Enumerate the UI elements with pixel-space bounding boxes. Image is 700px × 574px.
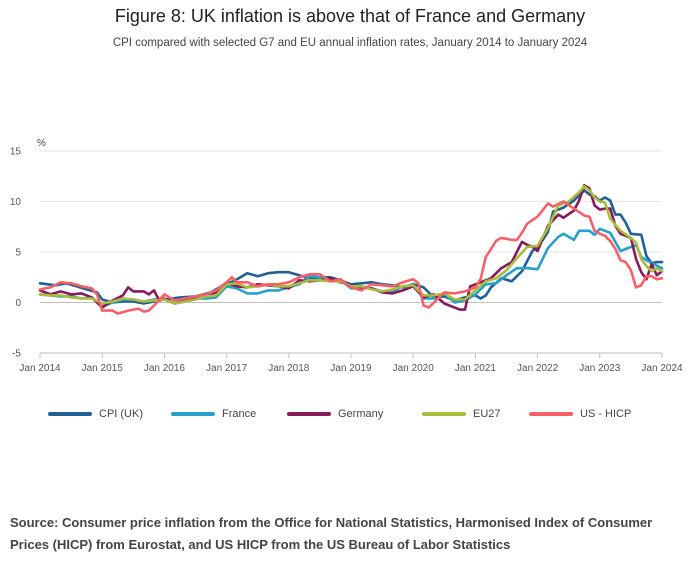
series-line-france <box>38 227 664 308</box>
x-axis: Jan 2014 Jan 2015 Jan 2016 Jan 2017 Jan 2018… <box>19 352 683 374</box>
legend-item-france[interactable]: France <box>171 408 256 420</box>
chart-legend: CPI (UK) France Germany EU27 US - HICP <box>40 408 680 428</box>
legend-label: US - HICP <box>580 408 632 420</box>
series-line-germany <box>38 184 664 311</box>
x-tick-label: Jan 2018 <box>268 363 310 374</box>
x-tick-label: Jan 2024 <box>641 363 683 374</box>
y-axis-unit-label: % <box>37 138 46 149</box>
legend-item-cpi-uk[interactable]: CPI (UK) <box>48 408 143 420</box>
chart-grid <box>40 150 662 354</box>
x-tick-label: Jan 2016 <box>144 363 186 374</box>
legend-swatch <box>171 412 215 416</box>
legend-label: EU27 <box>473 408 501 420</box>
y-tick-label: 5 <box>15 248 21 259</box>
x-tick-label: Jan 2022 <box>517 363 559 374</box>
legend-item-us-hicp[interactable]: US - HICP <box>529 408 631 420</box>
y-tick-label: 10 <box>10 197 22 208</box>
y-tick-label: -5 <box>12 349 21 360</box>
legend-swatch <box>529 412 573 416</box>
x-tick-label: Jan 2014 <box>19 363 61 374</box>
series-line-us-hicp <box>38 200 664 315</box>
legend-label: Germany <box>338 408 384 420</box>
y-tick-label: 0 <box>15 298 21 309</box>
series-lines <box>38 184 664 315</box>
legend-label: CPI (UK) <box>99 408 143 420</box>
source-note: Source: Consumer price inflation from th… <box>10 515 653 552</box>
chart-subtitle: CPI compared with selected G7 and EU ann… <box>112 37 588 49</box>
x-tick-label: Jan 2017 <box>206 363 248 374</box>
legend-item-eu27[interactable]: EU27 <box>422 408 501 420</box>
legend-swatch <box>48 412 92 416</box>
x-tick-label: Jan 2015 <box>82 363 124 374</box>
x-tick-label: Jan 2023 <box>579 363 621 374</box>
legend-swatch <box>287 412 331 416</box>
legend-item-germany[interactable]: Germany <box>287 408 383 420</box>
y-axis: 15 10 5 0 -5 <box>10 147 22 360</box>
x-tick-label: Jan 2021 <box>455 363 497 374</box>
series-line-eu27 <box>38 185 664 305</box>
x-tick-label: Jan 2020 <box>393 363 435 374</box>
legend-swatch <box>422 412 466 416</box>
y-tick-label: 15 <box>10 147 22 158</box>
legend-label: France <box>222 408 257 420</box>
x-tick-label: Jan 2019 <box>330 363 372 374</box>
chart-title: Figure 8: UK inflation is above that of … <box>114 6 586 26</box>
